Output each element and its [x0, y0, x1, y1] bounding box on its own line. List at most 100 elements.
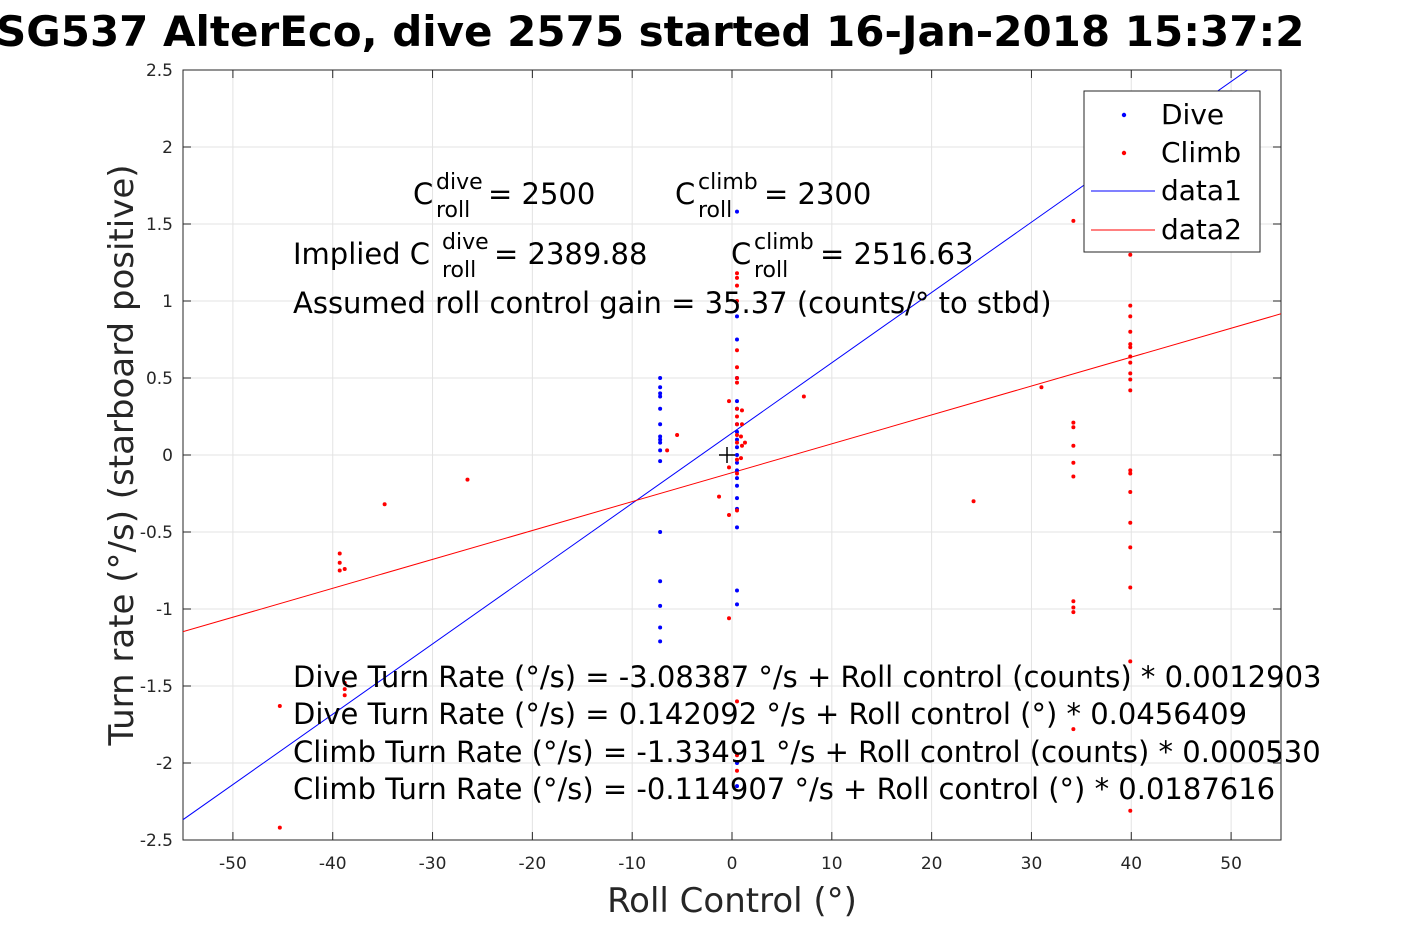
climb-point [734, 376, 739, 380]
implied-climb-sub: roll [754, 258, 788, 283]
dive-point [658, 437, 663, 442]
climb-point [717, 494, 722, 499]
dive-point [734, 437, 739, 442]
climb-point [337, 551, 342, 556]
x-tick-label: -40 [319, 854, 347, 874]
fit-line-text-2: Dive Turn Rate (°/s) = 0.142092 °/s + Ro… [293, 697, 1247, 731]
dive-point [734, 209, 739, 214]
dive-point [658, 440, 663, 445]
climb-point [1128, 329, 1133, 334]
climb-point [1071, 218, 1076, 223]
x-tick-label: 0 [727, 854, 738, 874]
dive-point [734, 761, 739, 765]
x-tick-label: 30 [1021, 854, 1043, 874]
climb-point [1128, 489, 1133, 494]
climb-point [1071, 443, 1076, 448]
climb-point [734, 283, 739, 288]
climb-point [1071, 425, 1076, 430]
climb-point [1071, 460, 1076, 465]
dive-point [658, 376, 663, 380]
y-tick-label: -0.5 [140, 523, 173, 543]
legend-dive-label: Dive [1161, 98, 1224, 131]
dive-point [734, 476, 739, 481]
y-tick-label: 0 [162, 446, 173, 466]
c-climb-sup: climb [698, 170, 758, 195]
y-tick-label: -1.5 [140, 677, 173, 697]
y-tick-label: 2 [162, 138, 173, 158]
dive-point [658, 579, 663, 584]
legend-climb-marker [1121, 150, 1127, 156]
implied-climb-label: C [731, 237, 751, 271]
climb-point [1128, 585, 1133, 590]
dive-point [658, 385, 663, 390]
x-tick-label: 40 [1120, 854, 1142, 874]
dive-point [734, 496, 739, 501]
dive-point [734, 399, 739, 404]
x-tick-label: 20 [921, 854, 943, 874]
climb-point [1128, 360, 1133, 365]
climb-point [382, 502, 387, 507]
x-axis-label: Roll Control (°) [607, 881, 857, 921]
climb-point [727, 616, 732, 621]
x-tick-label: 10 [821, 854, 843, 874]
climb-point [734, 471, 739, 476]
fit-line-text-3: Climb Turn Rate (°/s) = -1.33491 °/s + R… [293, 735, 1321, 769]
climb-point [1128, 354, 1133, 359]
legend: Dive Climb data1 data2 [1083, 90, 1261, 253]
c-dive-label: C [413, 177, 433, 211]
legend-dive-marker [1121, 112, 1127, 118]
climb-point [734, 406, 739, 411]
climb-point [675, 432, 680, 437]
c-climb-value: = 2300 [764, 177, 871, 211]
climb-point [734, 508, 739, 513]
climb-point [734, 699, 739, 704]
x-tick-label: -20 [518, 854, 546, 874]
dive-point [658, 422, 663, 427]
climb-point [739, 422, 744, 427]
climb-point [971, 499, 976, 504]
climb-point [734, 753, 739, 758]
climb-point [342, 687, 347, 692]
dive-point [734, 429, 739, 434]
implied-annotation: Implied C dive roll = 2389.88 C climb ro… [293, 230, 973, 283]
x-tick-label: 50 [1220, 854, 1242, 874]
legend-data1-label: data1 [1161, 174, 1242, 207]
data-points [277, 209, 1133, 830]
c-dive-sup: dive [436, 170, 483, 195]
y-tick-label: 2.5 [146, 61, 173, 81]
implied-climb-sup: climb [754, 230, 814, 255]
c-climb-annotation: C climb roll = 2300 [675, 170, 871, 223]
y-axis-label: Turn rate (°/s) (starboard positive) [102, 164, 142, 746]
climb-point [1128, 520, 1133, 525]
climb-point [1128, 371, 1133, 376]
x-tick-label: -50 [219, 854, 247, 874]
climb-point [734, 348, 739, 353]
climb-point [1128, 345, 1133, 350]
climb-point [734, 275, 739, 280]
dive-point [658, 459, 663, 464]
climb-point [727, 513, 732, 518]
implied-dive-sup: dive [442, 230, 489, 255]
climb-point [277, 825, 282, 830]
climb-point [1128, 388, 1133, 393]
climb-point [1128, 545, 1133, 550]
dive-point [734, 445, 739, 450]
climb-point [1128, 377, 1133, 382]
x-tick-label: -10 [618, 854, 646, 874]
dive-point [734, 525, 739, 530]
dive-point [734, 453, 739, 457]
implied-prefix: Implied C [293, 237, 430, 271]
fit-line-data2 [183, 313, 1281, 633]
climb-point [1128, 808, 1133, 813]
c-climb-sub: roll [698, 198, 732, 223]
climb-point [1071, 610, 1076, 615]
climb-point [342, 693, 347, 698]
dive-point [658, 434, 663, 439]
dive-point [734, 483, 739, 488]
y-tick-label: -2.5 [140, 831, 173, 851]
dive-point [658, 603, 663, 608]
climb-point [1128, 303, 1133, 308]
climb-point [1071, 599, 1076, 604]
climb-point [738, 456, 743, 461]
climb-point [337, 560, 342, 565]
